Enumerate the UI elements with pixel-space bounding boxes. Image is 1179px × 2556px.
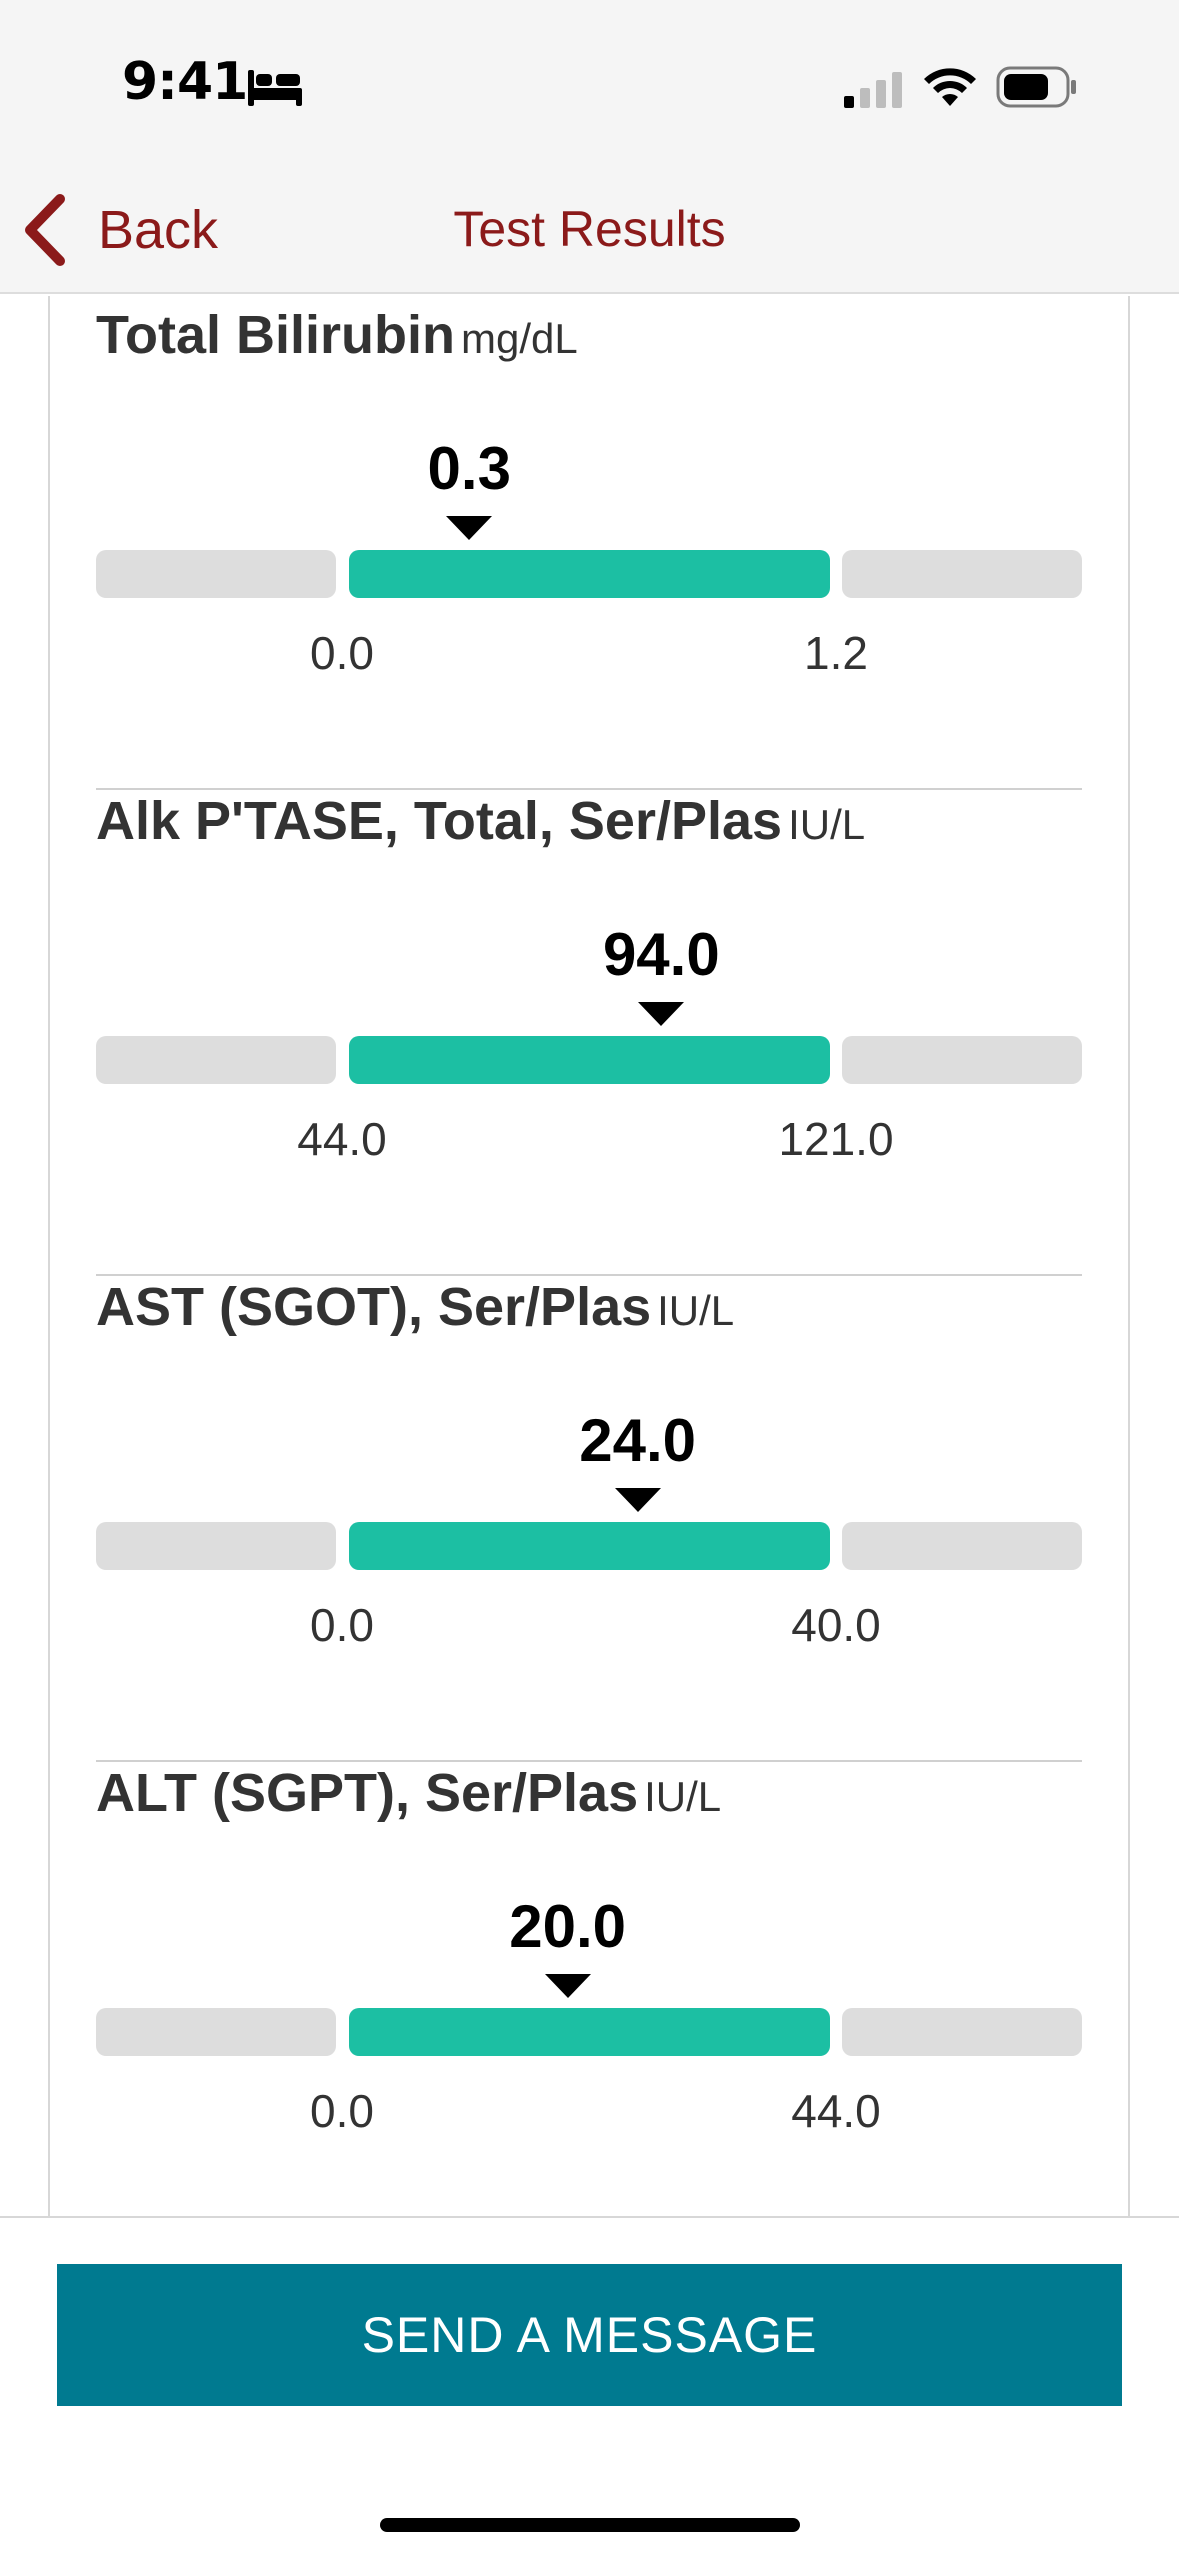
result-title: Alk P'TASE, Total, Ser/Plas IU/L (96, 790, 865, 852)
range-high-label: 44.0 (791, 2085, 881, 2137)
range-bar-low (96, 1522, 336, 1570)
result-name: AST (SGOT), Ser/Plas (96, 1277, 652, 1337)
result-item: AST (SGOT), Ser/Plas IU/L 24.0 0.0 40.0 (96, 1276, 1082, 1762)
cellular-signal-icon (844, 72, 902, 108)
range-low-label: 44.0 (297, 1113, 387, 1165)
range-bar-normal (349, 1036, 830, 1084)
range-bar-high (842, 1522, 1082, 1570)
result-name: ALT (SGPT), Ser/Plas (96, 1763, 639, 1823)
range-bar-normal (349, 1522, 830, 1570)
page-title: Test Results (453, 201, 726, 257)
range-low-label: 0.0 (310, 1599, 374, 1651)
range-bar-normal (349, 2008, 830, 2056)
result-unit: IU/L (657, 1287, 735, 1334)
chevron-left-icon (25, 194, 65, 266)
result-name: Total Bilirubin (96, 305, 455, 365)
range-high-label: 121.0 (778, 1113, 894, 1165)
value-marker-icon (614, 1488, 661, 1512)
result-unit: IU/L (644, 1773, 722, 1820)
back-label: Back (98, 200, 219, 260)
range-low-label: 0.0 (310, 627, 374, 679)
range-bar-high (842, 1036, 1082, 1084)
battery-icon (996, 66, 1076, 108)
result-title: AST (SGOT), Ser/Plas IU/L (96, 1276, 734, 1338)
results-list: Total Bilirubin mg/dL 0.3 0.0 1.2 Alk P'T… (48, 296, 1130, 2216)
status-time: 9:41 (122, 52, 248, 112)
send-message-button[interactable]: SEND A MESSAGE (57, 2264, 1122, 2406)
range-high-label: 1.2 (804, 627, 868, 679)
range-low-label: 0.0 (310, 2085, 374, 2137)
value-marker-icon (544, 1974, 591, 1998)
range-high-label: 40.0 (791, 1599, 881, 1651)
value-marker-icon (638, 1002, 685, 1026)
footer: SEND A MESSAGE (0, 2216, 1179, 2556)
sleep-mode-icon (248, 70, 302, 106)
result-unit: IU/L (788, 801, 866, 848)
range-bar-normal (349, 550, 830, 598)
result-title: Total Bilirubin mg/dL (96, 304, 578, 366)
result-value: 0.3 (427, 435, 511, 502)
navigation-bar: Back Test Results (0, 160, 1179, 294)
back-button[interactable]: Back (20, 190, 250, 270)
home-indicator[interactable] (380, 2518, 800, 2532)
result-item: Total Bilirubin mg/dL 0.3 0.0 1.2 (96, 304, 1082, 790)
result-name: Alk P'TASE, Total, Ser/Plas (96, 791, 783, 851)
result-item: Alk P'TASE, Total, Ser/Plas IU/L 94.0 44.… (96, 790, 1082, 1276)
result-value: 24.0 (579, 1407, 696, 1474)
status-bar: 9:41 (0, 0, 1179, 160)
result-value: 94.0 (602, 921, 720, 988)
wifi-icon (924, 68, 976, 106)
result-unit: mg/dL (460, 315, 578, 362)
range-bar-high (842, 2008, 1082, 2056)
range-bar-high (842, 550, 1082, 598)
result-value: 20.0 (509, 1893, 627, 1960)
value-marker-icon (446, 516, 493, 540)
result-item: ALT (SGPT), Ser/Plas IU/L 20.0 0.0 44.0 (96, 1762, 1082, 2216)
range-bar-low (96, 2008, 336, 2056)
range-bar-low (96, 1036, 336, 1084)
range-bar-low (96, 550, 336, 598)
result-title: ALT (SGPT), Ser/Plas IU/L (96, 1762, 721, 1824)
